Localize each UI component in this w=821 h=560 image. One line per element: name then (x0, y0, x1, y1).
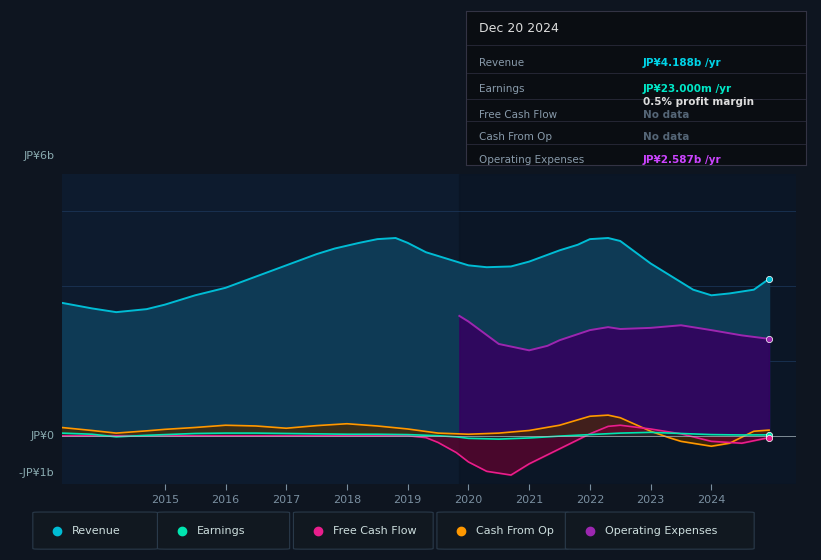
FancyBboxPatch shape (566, 512, 754, 549)
Text: Earnings: Earnings (479, 83, 525, 94)
Text: No data: No data (643, 110, 689, 120)
Text: JP¥0: JP¥0 (30, 431, 54, 441)
Text: No data: No data (643, 132, 689, 142)
Bar (459, 174, 821, 484)
Text: Free Cash Flow: Free Cash Flow (479, 110, 557, 120)
Text: Dec 20 2024: Dec 20 2024 (479, 22, 559, 35)
Text: JP¥2.587b /yr: JP¥2.587b /yr (643, 155, 722, 165)
Text: Operating Expenses: Operating Expenses (604, 526, 717, 535)
Text: Free Cash Flow: Free Cash Flow (333, 526, 416, 535)
FancyBboxPatch shape (158, 512, 290, 549)
Text: -JP¥1b: -JP¥1b (19, 468, 54, 478)
Text: Operating Expenses: Operating Expenses (479, 155, 585, 165)
Text: 0.5% profit margin: 0.5% profit margin (643, 97, 754, 108)
Text: Revenue: Revenue (479, 58, 525, 68)
Text: JP¥6b: JP¥6b (23, 151, 54, 161)
FancyBboxPatch shape (437, 512, 569, 549)
Text: JP¥4.188b /yr: JP¥4.188b /yr (643, 58, 722, 68)
Text: Earnings: Earnings (197, 526, 245, 535)
Text: Cash From Op: Cash From Op (476, 526, 554, 535)
FancyBboxPatch shape (293, 512, 433, 549)
Text: JP¥23.000m /yr: JP¥23.000m /yr (643, 83, 732, 94)
FancyBboxPatch shape (33, 512, 158, 549)
Text: Cash From Op: Cash From Op (479, 132, 553, 142)
Text: Revenue: Revenue (72, 526, 121, 535)
